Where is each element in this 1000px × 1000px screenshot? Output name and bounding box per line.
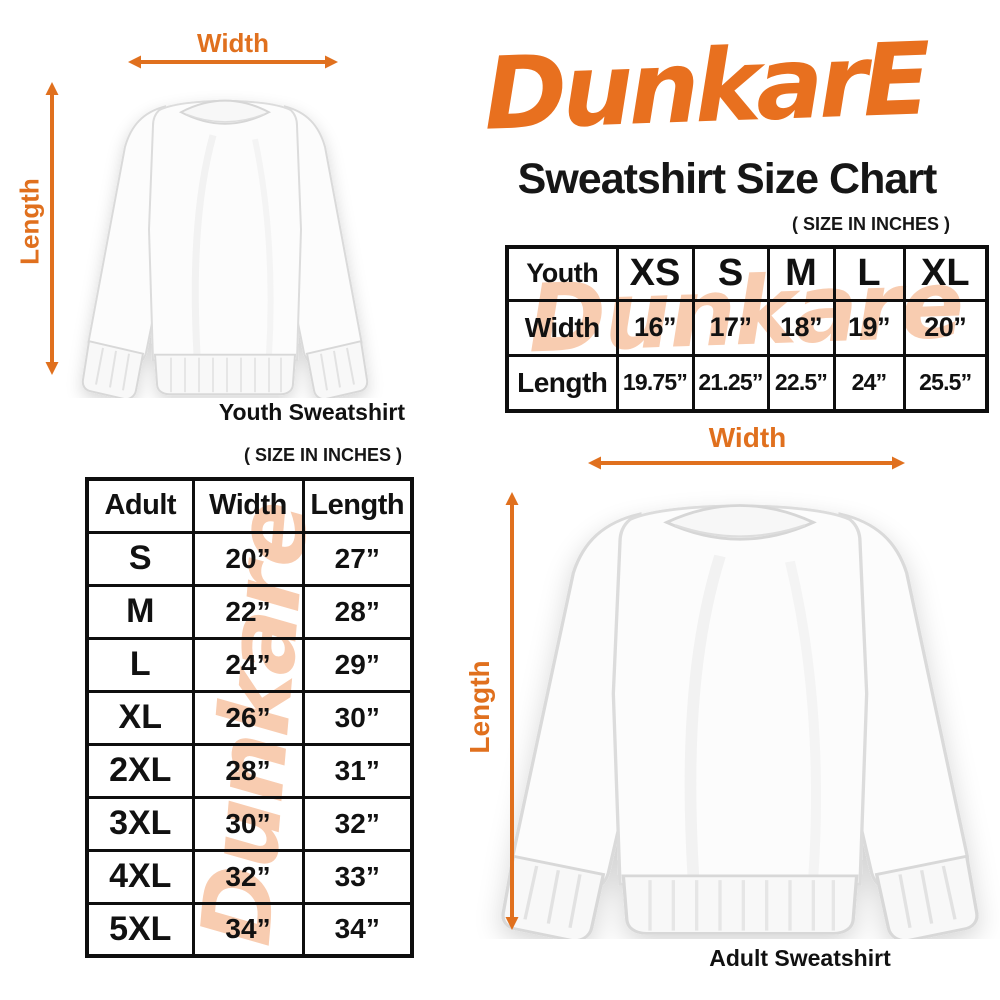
row-label-cell: XL	[85, 689, 195, 746]
table-cell: 29”	[301, 636, 414, 693]
table-cell: 21.25”	[691, 353, 770, 413]
table-cell: 20”	[191, 530, 305, 587]
table-cell: 22”	[191, 583, 305, 640]
youth-caption: Youth Sweatshirt	[218, 399, 405, 425]
youth-size-table: Youth XS S M L XL Width 16” 17” 18” 19” …	[505, 245, 989, 413]
table-header-cell: XL	[902, 245, 989, 302]
table-cell: 34”	[301, 901, 414, 958]
table-header-cell: L	[832, 245, 906, 302]
brand-logo: DunkarE	[482, 20, 928, 153]
table-cell: 26”	[191, 689, 305, 746]
table-cell: 33”	[301, 848, 414, 905]
table-cell: 30”	[301, 689, 414, 746]
adult-length-arrow	[505, 492, 519, 930]
table-cell: 17”	[691, 298, 770, 357]
table-header-cell: XS	[615, 245, 695, 302]
adult-width-arrow	[588, 456, 905, 470]
row-label-cell: 3XL	[85, 795, 195, 852]
adult-size-table: Adult Width Length S 20” 27” M 22” 28” L…	[85, 477, 414, 958]
table-row: L 24” 29”	[85, 636, 414, 693]
table-cell: 30”	[191, 795, 305, 852]
table-header-cell: M	[766, 245, 836, 302]
table-cell: 32”	[301, 795, 414, 852]
table-row: M 22” 28”	[85, 583, 414, 640]
table-cell: 19.75”	[615, 353, 695, 413]
table-cell: 25.5”	[902, 353, 989, 413]
row-label-cell: L	[85, 636, 195, 693]
youth-length-label: Length	[14, 178, 45, 265]
table-cell: 24”	[191, 636, 305, 693]
table-row: XL 26” 30”	[85, 689, 414, 746]
adult-width-label: Width	[708, 422, 787, 453]
table-cell: 34”	[191, 901, 305, 958]
row-label-cell: 5XL	[85, 901, 195, 958]
adult-length-label: Length	[464, 660, 495, 754]
youth-width-label: Width	[197, 28, 269, 58]
table-row: 4XL 32” 33”	[85, 848, 414, 905]
table-row: Width 16” 17” 18” 19” 20”	[505, 298, 989, 357]
table-cell: 28”	[191, 742, 305, 799]
table-header-cell: S	[691, 245, 770, 302]
row-label-cell: Length	[505, 353, 619, 413]
table-cell: 16”	[615, 298, 695, 357]
table-cell: 18”	[766, 298, 836, 357]
youth-width-arrow	[128, 55, 338, 69]
table-cell: 32”	[191, 848, 305, 905]
table-cell: 22.5”	[766, 353, 836, 413]
table-row: 2XL 28” 31”	[85, 742, 414, 799]
youth-sweatshirt-image	[45, 66, 405, 398]
table-cell: 28”	[301, 583, 414, 640]
row-label-cell: M	[85, 583, 195, 640]
table-row: S 20” 27”	[85, 530, 414, 587]
youth-length-arrow	[45, 82, 59, 375]
table-header-cell: Youth	[505, 245, 619, 302]
table-header-cell: Length	[301, 477, 414, 534]
table-row: Length 19.75” 21.25” 22.5” 24” 25.5”	[505, 353, 989, 413]
table-row: 3XL 30” 32”	[85, 795, 414, 852]
row-label-cell: 2XL	[85, 742, 195, 799]
adult-size-note: ( SIZE IN INCHES )	[243, 445, 402, 465]
row-label-cell: S	[85, 530, 195, 587]
table-cell: 19”	[832, 298, 906, 357]
youth-size-note: ( SIZE IN INCHES )	[791, 214, 950, 234]
table-cell: 20”	[902, 298, 989, 357]
adult-caption: Adult Sweatshirt	[709, 945, 891, 971]
table-cell: 27”	[301, 530, 414, 587]
row-label-cell: 4XL	[85, 848, 195, 905]
page-title: Sweatshirt Size Chart	[517, 155, 938, 203]
table-cell: 31”	[301, 742, 414, 799]
table-header-cell: Adult	[85, 477, 195, 534]
adult-sweatshirt-image	[440, 455, 1000, 939]
table-header-cell: Width	[191, 477, 305, 534]
table-row: 5XL 34” 34”	[85, 901, 414, 958]
row-label-cell: Width	[505, 298, 619, 357]
table-cell: 24”	[832, 353, 906, 413]
